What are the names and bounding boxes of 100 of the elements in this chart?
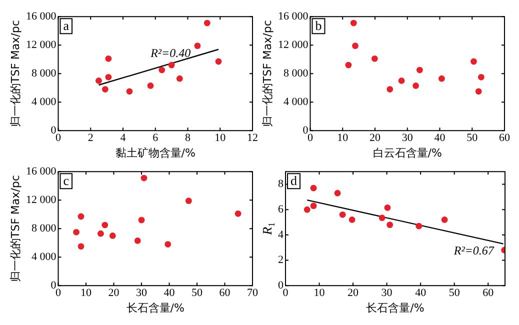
- x-tick-label: 40: [164, 287, 176, 300]
- point: [378, 214, 386, 222]
- point: [352, 42, 358, 50]
- x-tick-label: 2: [88, 132, 94, 144]
- x-tick-label: 50: [448, 287, 460, 300]
- point: [138, 216, 145, 224]
- x-tick-label: 20: [108, 287, 120, 300]
- point: [310, 202, 317, 209]
- point: [204, 20, 210, 26]
- y-tick-label: 2: [278, 254, 284, 266]
- y-tick-label: 16 000: [278, 10, 309, 22]
- x-tick-label: 40: [415, 287, 427, 300]
- x-tick-label: 50: [192, 287, 203, 300]
- point: [470, 58, 477, 65]
- annotation: R²=0.67: [452, 243, 495, 258]
- y-tick-label: 4: [278, 228, 284, 241]
- annotation: R²=0.40: [150, 46, 191, 60]
- point: [416, 222, 422, 230]
- x-tick-label: 50: [466, 132, 478, 144]
- point: [234, 210, 242, 217]
- x-tick-label: 70: [247, 287, 258, 300]
- point: [348, 216, 356, 223]
- y-tick-label: 16 000: [26, 165, 57, 178]
- x-tick-label: 20: [348, 287, 360, 300]
- point: [140, 174, 148, 182]
- x-tick-label: 20: [370, 132, 381, 144]
- point: [194, 42, 201, 50]
- point: [384, 204, 391, 211]
- point: [339, 211, 346, 218]
- x-tick-label: 30: [136, 287, 148, 300]
- point: [334, 190, 341, 196]
- point: [105, 55, 112, 62]
- point: [438, 75, 445, 82]
- point: [164, 241, 172, 248]
- point: [478, 74, 484, 80]
- annotation: a: [63, 18, 70, 34]
- point: [73, 228, 80, 236]
- point: [176, 75, 183, 82]
- y-tick-label: 12 000: [26, 194, 57, 206]
- point: [441, 216, 448, 223]
- y-tick-label: 12 000: [278, 38, 309, 51]
- point: [105, 74, 112, 80]
- point: [98, 230, 104, 237]
- point: [78, 243, 84, 250]
- annotation: c: [63, 173, 70, 188]
- point: [304, 206, 310, 213]
- y-tick-label: 8 000: [32, 222, 57, 234]
- y-tick-label: 8: [278, 178, 284, 190]
- x-tick-label: 40: [434, 132, 446, 144]
- y-tick-label: 0: [50, 279, 57, 292]
- x-axis-title: 长石含量/%: [126, 301, 184, 314]
- x-tick-label: 60: [482, 287, 494, 300]
- x-tick-label: 10: [314, 287, 326, 300]
- point: [475, 88, 482, 95]
- point: [412, 82, 419, 89]
- point: [126, 88, 133, 95]
- point: [371, 55, 378, 62]
- y-tick-label: 16 000: [26, 10, 57, 22]
- x-axis-title: 长石含量/%: [366, 301, 424, 314]
- annotation: d: [290, 173, 298, 188]
- y-tick-label: 0: [278, 279, 284, 292]
- point: [109, 232, 116, 239]
- point: [102, 222, 108, 228]
- x-tick-label: 6: [152, 132, 159, 144]
- point: [416, 66, 423, 74]
- point: [134, 238, 141, 244]
- point: [168, 62, 175, 68]
- point: [386, 86, 394, 92]
- point: [350, 20, 357, 26]
- x-tick-label: 8: [185, 132, 191, 144]
- x-tick-label: 4: [120, 132, 126, 144]
- point: [78, 213, 84, 220]
- point: [215, 58, 222, 65]
- x-tick-label: 10: [80, 287, 92, 300]
- x-tick-label: 10: [214, 132, 226, 144]
- y-tick-label: 0: [302, 124, 309, 136]
- x-axis-title: 黏土矿物含量/%: [115, 146, 196, 160]
- y-axis-title: R1: [259, 222, 276, 236]
- point: [96, 78, 102, 84]
- point: [345, 62, 352, 68]
- y-tick-label: 4 000: [32, 250, 57, 263]
- x-tick-label: 60: [219, 287, 231, 300]
- y-tick-label: 4 000: [32, 96, 57, 108]
- y-tick-label: 8 000: [284, 67, 309, 80]
- point: [398, 78, 405, 84]
- y-tick-label: 8 000: [32, 67, 57, 80]
- x-axis-title: 白云石含量/%: [372, 146, 442, 160]
- y-axis-title: 归一化的TSF Max/pc: [8, 175, 22, 282]
- x-tick-label: 60: [499, 132, 510, 144]
- point: [147, 82, 154, 89]
- y-tick-label: 6: [278, 203, 284, 216]
- annotation: b: [315, 18, 322, 34]
- point: [386, 222, 394, 228]
- y-tick-label: 0: [50, 124, 57, 136]
- point: [158, 66, 166, 74]
- y-axis-title: 归一化的TSF Max/pc: [260, 20, 274, 128]
- x-tick-label: 30: [381, 287, 393, 300]
- x-tick-label: 30: [402, 132, 414, 144]
- point: [102, 86, 108, 92]
- y-tick-label: 4 000: [284, 96, 309, 108]
